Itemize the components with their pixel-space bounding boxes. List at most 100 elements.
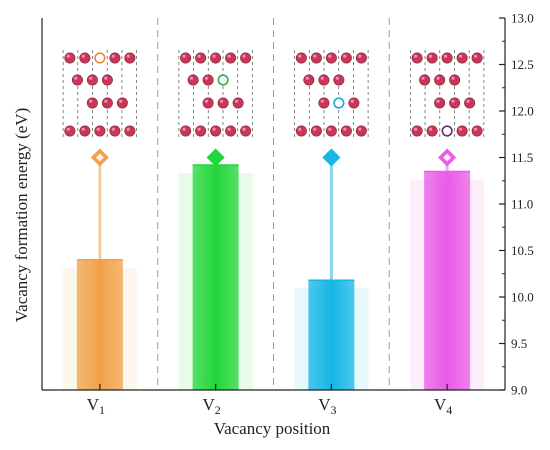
atom-highlight xyxy=(126,54,130,58)
atom xyxy=(124,125,136,137)
atom-highlight xyxy=(421,76,425,80)
atom xyxy=(456,125,468,137)
atom xyxy=(240,125,252,137)
atom-highlight xyxy=(242,54,246,58)
atom-highlight xyxy=(227,54,231,58)
atom xyxy=(318,97,330,109)
vacancy-site-V3 xyxy=(333,97,345,109)
atom xyxy=(449,97,461,109)
atom-highlight xyxy=(119,99,123,103)
y-tick-label: 10.0 xyxy=(511,290,534,305)
diamond-marker-inner-V1 xyxy=(95,153,104,162)
atom-highlight xyxy=(197,127,201,131)
atom xyxy=(303,74,315,86)
vacancy-site-V2 xyxy=(217,74,229,86)
structures-layer xyxy=(62,50,485,139)
atom-highlight xyxy=(298,127,302,131)
atom-highlight xyxy=(89,76,93,80)
x-tick-label-V1: V1 xyxy=(87,395,105,417)
atom xyxy=(325,125,337,137)
x-tick-label-V3: V3 xyxy=(318,395,336,417)
y-tick-label: 11.0 xyxy=(511,197,533,212)
x-tick-label-main: V xyxy=(318,395,331,414)
atom xyxy=(411,125,423,137)
atom-highlight xyxy=(350,99,354,103)
atom xyxy=(217,97,229,109)
atom xyxy=(210,52,222,64)
atom-highlight xyxy=(204,99,209,103)
atom-highlight xyxy=(313,54,317,58)
atom-highlight xyxy=(343,54,347,58)
atom-highlight xyxy=(298,54,302,58)
atom xyxy=(426,52,438,64)
atom xyxy=(441,52,453,64)
atom xyxy=(295,125,307,137)
atom-highlight xyxy=(358,127,362,131)
atom-highlight xyxy=(204,76,209,80)
atom-highlight xyxy=(81,54,85,58)
y-tick-label: 9.5 xyxy=(511,336,527,351)
atom-highlight xyxy=(305,76,309,80)
x-tick-label-sub: 2 xyxy=(215,403,221,417)
atom-highlight xyxy=(313,127,317,131)
atom-highlight xyxy=(104,99,108,103)
atom-highlight xyxy=(182,127,186,131)
atom xyxy=(471,52,483,64)
atom-highlight xyxy=(227,127,231,131)
atom-highlight xyxy=(428,54,433,58)
atom xyxy=(109,125,121,137)
atom xyxy=(180,52,192,64)
atom xyxy=(71,74,83,86)
y-tick-label: 11.5 xyxy=(511,150,533,165)
atom-highlight xyxy=(234,99,239,103)
atom-highlight xyxy=(358,54,362,58)
y-tick-label: 12.5 xyxy=(511,57,534,72)
atom-highlight xyxy=(458,54,463,58)
atom-highlight xyxy=(436,76,440,80)
atom xyxy=(195,52,207,64)
diamond-marker-V3 xyxy=(322,148,341,167)
vacancy-site-V1 xyxy=(94,52,106,64)
atom xyxy=(101,97,113,109)
atom xyxy=(310,52,322,64)
atom-highlight xyxy=(328,127,332,131)
x-tick-label-sub: 4 xyxy=(446,403,452,417)
atom xyxy=(202,74,214,86)
atom xyxy=(340,125,352,137)
atom-highlight xyxy=(473,127,478,131)
atom xyxy=(325,52,337,64)
atom-highlight xyxy=(66,54,70,58)
atom-highlight xyxy=(466,99,470,103)
atom-highlight xyxy=(212,127,216,131)
axes-layer: 9.09.510.010.511.011.512.012.513.0V1 V2 V3… xyxy=(41,11,534,417)
y-tick-label: 12.0 xyxy=(511,104,534,119)
crystal-structure-V1 xyxy=(62,50,138,139)
atom-highlight xyxy=(111,127,115,131)
atom-highlight xyxy=(182,54,186,58)
atom-highlight xyxy=(66,127,70,131)
atom-highlight xyxy=(242,127,246,131)
atom-highlight xyxy=(320,76,324,80)
x-tick-label-V2: V2 xyxy=(202,395,220,417)
x-tick-label-main: V xyxy=(202,395,215,414)
atom xyxy=(295,52,307,64)
atom-highlight xyxy=(96,127,100,131)
atom-highlight xyxy=(320,99,324,103)
atom-highlight xyxy=(89,99,93,103)
atom-highlight xyxy=(189,76,194,80)
atom xyxy=(187,74,199,86)
atom xyxy=(449,74,461,86)
atom xyxy=(109,52,121,64)
atom-highlight xyxy=(451,99,455,103)
atom xyxy=(202,97,214,109)
atom-highlight xyxy=(413,54,418,58)
atom xyxy=(456,52,468,64)
atom xyxy=(411,52,423,64)
atom-highlight xyxy=(212,54,216,58)
atom xyxy=(124,52,136,64)
y-tick-label: 9.0 xyxy=(511,383,527,398)
atom-highlight xyxy=(436,99,440,103)
diamond-marker-V2 xyxy=(206,148,225,167)
